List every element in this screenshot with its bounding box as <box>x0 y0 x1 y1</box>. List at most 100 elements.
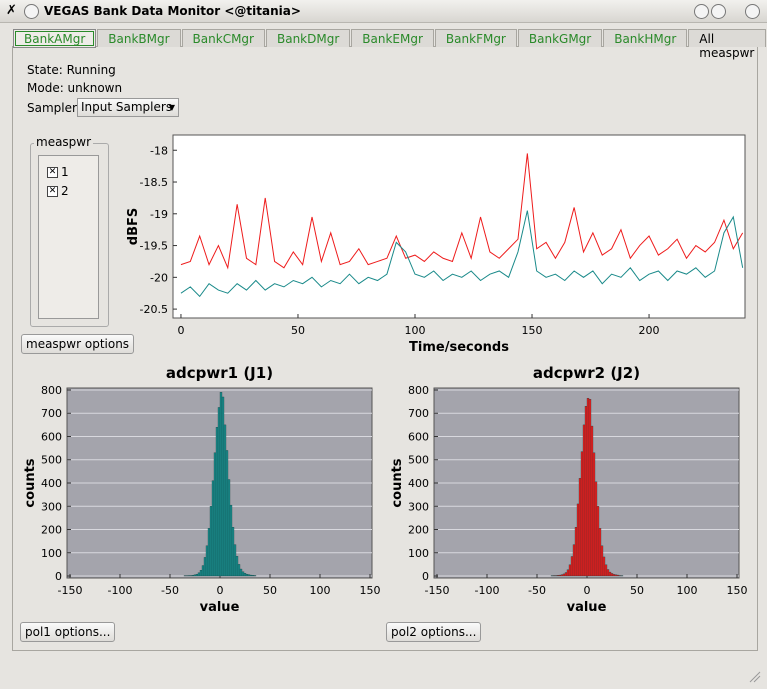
histogram-bar <box>560 574 564 577</box>
histogram-bar <box>229 504 233 577</box>
mode-label: Mode: unknown <box>27 81 123 95</box>
tab[interactable]: BankBMgr <box>97 29 181 47</box>
histogram-bar <box>566 569 570 577</box>
y-axis-label: counts <box>390 458 405 507</box>
histogram-bar <box>556 575 560 577</box>
y-tick-label: 800 <box>408 384 429 397</box>
close-button[interactable] <box>745 4 760 19</box>
y-tick-label: 500 <box>41 454 62 467</box>
x-tick-label: 150 <box>360 584 381 597</box>
sampler-label: Sampler: <box>27 101 81 115</box>
histogram-bar <box>588 399 592 577</box>
x-tick-label: -150 <box>425 584 450 597</box>
tab[interactable]: BankHMgr <box>603 29 688 47</box>
y-tick-label: 800 <box>41 384 62 397</box>
y-tick-label: 100 <box>41 547 62 560</box>
histogram-bar <box>207 528 211 577</box>
y-tick-label: -18.5 <box>140 176 168 189</box>
state-label: State: Running <box>27 63 116 77</box>
maximize-button[interactable] <box>711 4 726 19</box>
histogram-bar <box>193 574 197 577</box>
y-tick-label: 400 <box>41 477 62 490</box>
x-tick-label: -50 <box>528 584 546 597</box>
histogram-bar <box>251 575 255 577</box>
x-tick-label: 50 <box>263 584 277 597</box>
checkbox[interactable]: ✕ <box>47 186 58 197</box>
group-title: measpwr <box>34 135 94 149</box>
x-tick-label: 0 <box>217 584 224 597</box>
checkbox-label: 2 <box>61 184 69 198</box>
histogram-bar <box>235 556 239 577</box>
y-tick-label: -19.5 <box>140 240 168 253</box>
histogram-bar <box>562 573 566 577</box>
histogram-bar <box>584 406 588 577</box>
tab[interactable]: BankGMgr <box>517 29 603 47</box>
x-tick-label: 100 <box>310 584 331 597</box>
y-tick-label: -19 <box>150 208 168 221</box>
tab[interactable]: BankDMgr <box>265 29 351 47</box>
histogram-bar <box>602 556 606 577</box>
combo-arrow: ▼ <box>168 103 175 112</box>
tab[interactable]: BankEMgr <box>351 29 434 47</box>
histogram-bar <box>612 574 616 577</box>
y-tick-label: 0 <box>55 570 62 583</box>
histogram-bar <box>592 452 596 577</box>
histogram-bar <box>564 572 568 577</box>
x-tick-label: 50 <box>630 584 644 597</box>
histogram-bar <box>608 571 612 577</box>
menu-button[interactable] <box>24 4 39 19</box>
tab[interactable]: BankFMgr <box>434 29 517 47</box>
histogram-bar <box>596 506 600 577</box>
x-axis-label: value <box>567 600 607 615</box>
histogram-bar <box>616 574 620 577</box>
y-tick-label: -20.5 <box>140 303 168 316</box>
histogram-bar <box>568 564 572 577</box>
x-tick-label: 150 <box>727 584 748 597</box>
chart-title: adcpwr1 (J1) <box>166 364 273 382</box>
histogram-bar <box>237 564 241 577</box>
histogram-bar <box>606 569 610 577</box>
measpwr-options-button[interactable]: measpwr options <box>21 334 135 354</box>
histogram-bar <box>217 407 221 577</box>
x-tick-label: 100 <box>677 584 698 597</box>
data-line <box>180 210 744 298</box>
histogram-bar <box>233 544 237 577</box>
histogram-bar <box>572 544 576 577</box>
y-tick-label: 200 <box>41 524 62 537</box>
histogram-bar <box>231 527 235 577</box>
app-icon: ✗ <box>6 3 17 18</box>
tab[interactable]: All measpwr <box>688 29 766 60</box>
tab[interactable]: BankCMgr <box>181 29 265 47</box>
histogram-bar <box>215 427 219 577</box>
tab[interactable]: BankAMgr <box>13 29 97 48</box>
x-tick-label: 0 <box>177 324 184 337</box>
pol2-options-button[interactable]: pol2 options... <box>386 622 482 642</box>
pol1-options-button[interactable]: pol1 options... <box>20 622 116 642</box>
title-bar: ✗ VEGAS Bank Data Monitor <@titania> <box>0 0 767 23</box>
y-tick-label: -20 <box>150 271 168 284</box>
y-tick-label: 200 <box>408 524 429 537</box>
histogram-bar <box>570 556 574 577</box>
y-tick-label: 300 <box>41 500 62 513</box>
minimize-button[interactable] <box>694 4 709 19</box>
histogram-bar <box>582 424 586 577</box>
combo-value: Input Samplers <box>81 100 173 114</box>
histogram-bar <box>197 572 201 577</box>
histogram-bar <box>558 574 562 577</box>
x-tick-label: -100 <box>475 584 500 597</box>
histogram-bar <box>225 450 229 577</box>
data-line <box>180 153 744 270</box>
histogram-bar <box>219 392 223 577</box>
histogram-bar <box>590 425 594 577</box>
histogram-bar <box>191 575 195 577</box>
sampler-combo[interactable]: Input Samplers ▼ <box>77 98 179 117</box>
histogram-bar <box>574 527 578 577</box>
checkbox[interactable]: ✕ <box>47 167 58 178</box>
histogram-bar <box>199 570 203 577</box>
histogram-bar <box>578 478 582 577</box>
histogram-bar <box>580 451 584 577</box>
histogram-bar <box>245 573 249 577</box>
measpwr-list: ✕ 1 ✕ 2 <box>38 155 99 319</box>
x-axis-label: value <box>200 600 240 615</box>
histogram-bar <box>209 506 213 577</box>
